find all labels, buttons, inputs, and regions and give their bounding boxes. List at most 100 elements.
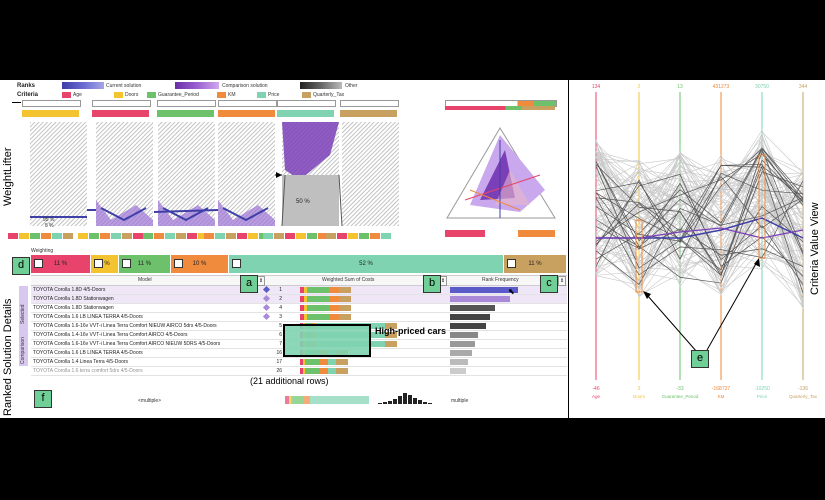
weighting-value: 52 % — [359, 261, 373, 267]
criteria-strip — [19, 233, 29, 239]
current-label: Current solution — [106, 83, 142, 89]
highlighted-line — [595, 147, 804, 244]
weighting-segment[interactable]: 11 % — [31, 255, 91, 273]
solution-line — [595, 157, 804, 266]
weighting-segment[interactable]: 11 % — [119, 255, 171, 273]
other-rank-swatch — [300, 82, 342, 89]
ranks-label: Ranks — [17, 83, 36, 89]
table-row[interactable] — [31, 349, 567, 358]
parallel-coordinates[interactable]: 134 -46 Age 2 3 Doors 13 -33 Guarantee_Period 431… — [569, 80, 825, 418]
axis-max: 344 — [799, 84, 808, 90]
weighting-bar[interactable]: 11 % 5 % 11 % 10 % 52 % 11 % — [31, 255, 567, 273]
sort-icon[interactable]: ⇕ — [558, 276, 566, 286]
criterion-slider[interactable] — [157, 100, 216, 107]
table-row[interactable] — [31, 295, 567, 304]
cost-segment — [307, 287, 329, 293]
criterion-header — [92, 110, 149, 117]
cost-segment — [339, 296, 351, 302]
rank-frequency-bar — [450, 332, 478, 338]
axis-max: 30750 — [755, 84, 769, 90]
axis-max: 13 — [677, 84, 683, 90]
axis-name: Guarantee_Period — [662, 394, 699, 399]
solution-line — [595, 175, 804, 223]
cost-segment — [328, 359, 336, 365]
pct-a: 95 % — [43, 217, 55, 223]
additional-rows-label[interactable]: (21 additional rows) — [250, 376, 329, 386]
criteria-strip — [63, 233, 73, 239]
weighting-label: Weighting — [31, 248, 54, 254]
weightlifter-plots[interactable] — [0, 80, 568, 250]
rank-cell: 17 — [276, 359, 282, 365]
criteria-strip — [143, 233, 153, 239]
triangle-strip — [445, 230, 485, 237]
cost-segment — [300, 314, 304, 320]
lock-icon[interactable] — [232, 259, 241, 268]
weighting-value: 10 % — [192, 261, 207, 267]
arrow — [646, 294, 698, 353]
lock-icon[interactable] — [34, 259, 43, 268]
solution-line — [595, 129, 804, 247]
criterion-slider[interactable] — [218, 100, 277, 107]
criterion-slider[interactable] — [92, 100, 151, 107]
lock-icon[interactable] — [507, 259, 516, 268]
table-row[interactable] — [31, 313, 567, 322]
solution-line — [595, 142, 804, 271]
collapse-handle[interactable] — [12, 102, 21, 103]
distribution-bar — [378, 403, 382, 404]
model-cell: TOYOTA Corolla 1.6-16v VVT-i Linea Terra… — [33, 323, 217, 329]
weighting-segment[interactable]: 11 % — [504, 255, 567, 273]
lock-icon[interactable] — [94, 259, 103, 268]
column-rank-frequency[interactable]: Rank Frequency — [482, 277, 519, 283]
table-row[interactable] — [31, 367, 567, 376]
table-row[interactable] — [31, 286, 567, 295]
highlighted-line — [595, 161, 804, 284]
distribution-bar — [403, 393, 407, 404]
rank-frequency-bar — [450, 350, 472, 356]
multiple-model: <multiple> — [138, 398, 162, 404]
criteria-strip — [41, 233, 51, 239]
criteria-swatch — [62, 92, 71, 98]
rank-cell: 16 — [276, 350, 282, 356]
column-model[interactable]: Model — [138, 277, 152, 283]
axis-min: -168727 — [712, 386, 731, 392]
column-weighted-sum[interactable]: Weighted Sum of Costs — [322, 277, 375, 283]
current-line — [222, 207, 269, 222]
weighting-segment[interactable]: 10 % — [171, 255, 229, 273]
criteria-strip — [89, 233, 99, 239]
tag-e: e — [691, 350, 709, 368]
lock-icon[interactable] — [122, 259, 131, 268]
criteria-strip — [154, 233, 164, 239]
solution-line — [595, 161, 804, 259]
multiple-cost-bar — [285, 396, 369, 404]
model-cell: TOYOTA Corolla 1.8D 4/5-Doors — [33, 287, 106, 293]
axis-max: 2 — [638, 84, 641, 90]
solution-line — [595, 190, 804, 260]
rank-cell: 3 — [279, 314, 282, 320]
high-priced-highlight — [283, 324, 371, 357]
solution-line — [595, 140, 804, 303]
weighting-segment[interactable]: 52 % — [229, 255, 504, 273]
criteria-swatch — [302, 92, 311, 98]
comparison-area — [158, 200, 215, 226]
criterion-slider[interactable] — [22, 100, 81, 107]
cost-segment — [339, 314, 351, 320]
sort-icon[interactable]: ⇕ — [257, 276, 265, 286]
selection-strip — [19, 286, 28, 366]
table-row[interactable] — [31, 358, 567, 367]
weighting-segment[interactable]: 5 % — [91, 255, 119, 273]
lock-icon[interactable] — [174, 259, 183, 268]
solution-line — [595, 157, 804, 279]
cost-segment — [300, 305, 304, 311]
highlighted-line — [595, 164, 804, 274]
axis-max: 431273 — [713, 84, 730, 90]
cost-segment — [329, 305, 339, 311]
solution-line — [595, 139, 804, 229]
criterion-slider[interactable] — [340, 100, 399, 107]
criteria-label: Criteria — [17, 92, 39, 98]
price-selection-box — [282, 175, 339, 226]
criteria-strip — [215, 233, 225, 239]
table-row[interactable] — [31, 304, 567, 313]
multiple-rank: multiple — [451, 398, 469, 404]
criteria-strip — [78, 233, 88, 239]
criterion-slider[interactable] — [277, 100, 336, 107]
